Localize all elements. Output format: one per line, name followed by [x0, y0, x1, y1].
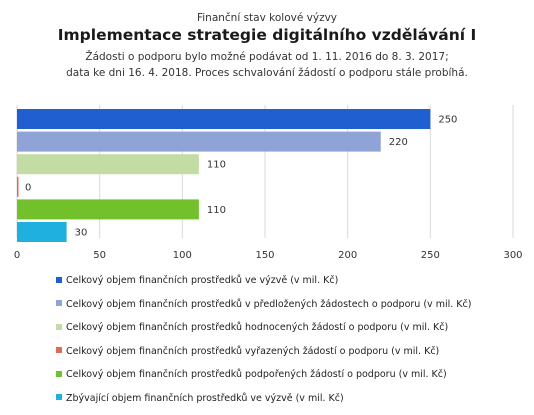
- bar-value-label: 220: [389, 137, 408, 148]
- x-tick-label: 150: [255, 250, 274, 261]
- legend-swatch: [56, 371, 62, 377]
- x-tick-label: 200: [338, 250, 357, 261]
- legend-item: Celkový objem finančních prostředků vyřa…: [56, 345, 526, 369]
- bar-value-label: 0: [25, 182, 31, 193]
- legend-label: Celkový objem finančních prostředků podp…: [66, 369, 447, 380]
- legend-item: Celkový objem finančních prostředků ve v…: [56, 274, 526, 298]
- bar: [17, 154, 199, 174]
- legend-item: Celkový objem finančních prostředků hodn…: [56, 321, 526, 345]
- legend-swatch: [56, 347, 62, 353]
- x-tick-label: 50: [93, 250, 106, 261]
- legend-swatch: [56, 324, 62, 330]
- legend-label: Zbývající objem finančních prostředků ve…: [66, 393, 344, 404]
- chart-legend: Celkový objem finančních prostředků ve v…: [56, 274, 526, 415]
- x-tick-label: 250: [421, 250, 440, 261]
- legend-label: Celkový objem finančních prostředků v př…: [66, 299, 471, 310]
- x-tick-label: 100: [173, 250, 192, 261]
- legend-item: Zbývající objem finančních prostředků ve…: [56, 392, 526, 415]
- legend-label: Celkový objem finančních prostředků vyřa…: [66, 346, 439, 357]
- bar-value-label: 250: [438, 115, 457, 126]
- bar-value-label: 30: [75, 228, 88, 239]
- bar: [17, 109, 430, 129]
- legend-swatch: [56, 300, 62, 306]
- legend-swatch: [56, 394, 62, 400]
- x-tick-label: 300: [503, 250, 522, 261]
- bar-value-label: 110: [207, 160, 226, 171]
- bar: [17, 222, 67, 242]
- legend-item: Celkový objem finančních prostředků podp…: [56, 368, 526, 392]
- bar: [17, 177, 19, 197]
- bar: [17, 199, 199, 219]
- legend-label: Celkový objem finančních prostředků ve v…: [66, 275, 338, 286]
- legend-item: Celkový objem finančních prostředků v př…: [56, 298, 526, 322]
- legend-label: Celkový objem finančních prostředků hodn…: [66, 322, 448, 333]
- bar-value-label: 110: [207, 205, 226, 216]
- legend-swatch: [56, 277, 62, 283]
- x-tick-label: 0: [14, 250, 20, 261]
- bar: [17, 132, 381, 152]
